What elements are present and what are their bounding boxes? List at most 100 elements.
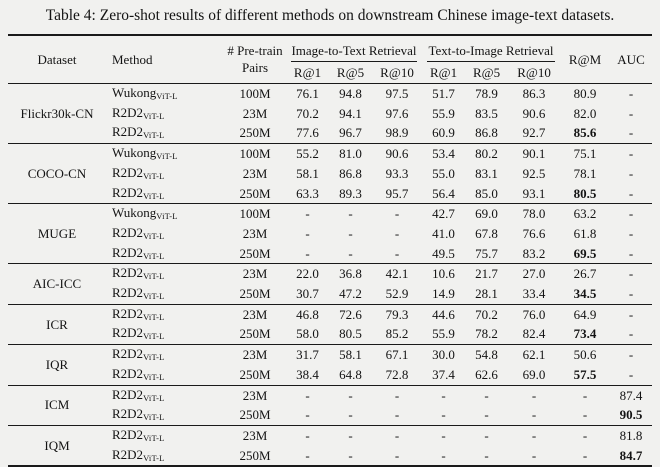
method-name: R2D2ViT-L	[106, 405, 224, 425]
pretrain-line2: Pairs	[242, 59, 268, 75]
table-row: R2D2ViT-L 23M 58.1 86.8 93.3 55.0 83.1 92.5 78.1…	[8, 164, 652, 184]
table-row: R2D2ViT-L 250M - - - 49.5 75.7 83.2 69.5 -	[8, 244, 652, 264]
pretrain-pairs-value: 23M	[242, 165, 268, 181]
method-subscript: ViT-L	[143, 392, 165, 403]
ram-value: 80.9	[573, 86, 597, 101]
pretrain-pairs-value: 250M	[239, 245, 271, 261]
method-subscript: ViT-L	[156, 151, 178, 162]
col-header-pretrain-pairs: # Pre-train Pairs	[224, 35, 286, 84]
method-name: R2D2ViT-L	[106, 164, 224, 184]
retrieval-value: -	[394, 407, 400, 423]
retrieval-value: 81.0	[329, 143, 372, 164]
auc-value: -	[628, 165, 634, 181]
retrieval-value: 42.1	[372, 263, 423, 285]
retrieval-value: 56.4	[432, 185, 455, 201]
dataset-name: ICM	[8, 384, 106, 426]
retrieval-value: -	[286, 424, 329, 446]
retrieval-value: 69.0	[465, 203, 509, 224]
col-header-i2t-r1: R@1	[286, 62, 329, 84]
results-table: Dataset Method # Pre-train Pairs Image-t…	[8, 34, 653, 467]
retrieval-value: -	[508, 384, 561, 406]
retrieval-value: 58.1	[329, 344, 372, 365]
method-subscript: ViT-L	[143, 452, 165, 463]
method-subscript: ViT-L	[143, 170, 165, 181]
method-base: R2D2	[112, 224, 144, 240]
method-name: R2D2ViT-L	[106, 104, 224, 124]
dataset-name: IQR	[8, 344, 106, 386]
ram-value: 63.2	[560, 203, 611, 224]
pretrain-pairs-value: 23M	[224, 303, 286, 325]
retrieval-value: -	[305, 225, 310, 241]
table-row: ICR R2D2ViT-L 23M 46.8 72.6 79.3 44.6 70.2 76.0 6…	[8, 303, 653, 345]
method-base: R2D2	[112, 305, 144, 321]
pretrain-pairs-value: 23M	[224, 424, 286, 446]
method-subscript: ViT-L	[143, 250, 165, 261]
ram-value: 75.1	[560, 143, 611, 164]
method-name: WukongViT-L	[106, 84, 224, 104]
retrieval-value: 79.3	[372, 303, 423, 325]
col-header-t2i-r10: R@10	[508, 62, 561, 84]
retrieval-value: 70.2	[465, 303, 509, 325]
table-row: R2D2ViT-L 23M - - - 41.0 67.8 76.6 61.8 -	[8, 224, 652, 244]
pretrain-pairs-value: 23M	[224, 263, 286, 285]
ram-value: 69.5	[573, 245, 597, 261]
auc-value: -	[610, 203, 653, 224]
col-header-ram: R@M	[560, 35, 611, 84]
retrieval-value: 93.1	[522, 185, 546, 201]
pretrain-pairs-value: 250M	[239, 125, 271, 141]
method-name: R2D2ViT-L	[106, 244, 224, 264]
pretrain-pairs-value: 23M	[224, 344, 286, 365]
retrieval-value: -	[531, 407, 537, 423]
dataset-name: ICR	[8, 303, 106, 345]
retrieval-value: -	[394, 245, 400, 261]
retrieval-value: 90.6	[522, 105, 546, 121]
retrieval-value: 28.1	[475, 286, 498, 302]
pretrain-pairs-value: 250M	[239, 366, 271, 382]
retrieval-value: 67.8	[475, 225, 498, 241]
dataset-name: Flickr30k-CN	[20, 105, 94, 121]
retrieval-value: 30.7	[296, 286, 319, 302]
method-subscript: ViT-L	[156, 211, 178, 222]
retrieval-value: 55.0	[432, 165, 455, 181]
auc-value: -	[610, 263, 653, 285]
retrieval-value: 69.0	[522, 366, 546, 382]
method-name: R2D2ViT-L	[106, 365, 224, 385]
retrieval-value: 55.9	[432, 105, 455, 121]
retrieval-value: 38.4	[296, 366, 319, 382]
retrieval-value: 97.5	[385, 86, 409, 101]
method-base: Wukong	[112, 205, 157, 221]
table-row: IQM R2D2ViT-L 23M - - - - - - -81.8	[8, 424, 653, 467]
retrieval-value: 76.1	[296, 86, 319, 101]
method-base: R2D2	[112, 164, 144, 180]
method-base: R2D2	[112, 184, 144, 200]
pretrain-pairs-value: 100M	[224, 143, 286, 164]
retrieval-value: 49.5	[432, 245, 455, 261]
method-name: R2D2ViT-L	[106, 344, 224, 365]
pretrain-pairs-value: 250M	[239, 407, 271, 423]
retrieval-value: 64.8	[339, 366, 362, 382]
pretrain-line1: # Pre-train	[227, 43, 283, 59]
retrieval-value: 82.4	[522, 326, 546, 342]
method-base: R2D2	[112, 346, 144, 362]
method-subscript: ViT-L	[143, 271, 165, 282]
retrieval-value: 86.8	[475, 125, 498, 141]
col-header-method: Method	[106, 35, 224, 84]
method-base: R2D2	[112, 124, 144, 140]
method-subscript: ViT-L	[143, 331, 165, 342]
method-base: R2D2	[112, 325, 144, 341]
auc-value: -	[628, 225, 634, 241]
retrieval-value: 94.8	[339, 86, 362, 101]
retrieval-value: -	[305, 245, 310, 261]
retrieval-value: 44.6	[422, 303, 466, 325]
auc-value: -	[628, 366, 634, 382]
col-header-i2t-r5: R@5	[329, 62, 372, 84]
retrieval-value: 80.2	[465, 143, 509, 164]
retrieval-value: -	[465, 384, 509, 406]
paper-page: Table 4: Zero-shot results of different …	[8, 7, 653, 467]
retrieval-value: -	[484, 447, 489, 463]
retrieval-value: -	[372, 384, 423, 406]
col-header-dataset: Dataset	[8, 35, 106, 84]
pretrain-pairs-value: 23M	[242, 225, 268, 241]
auc-value: 81.8	[610, 424, 653, 446]
retrieval-value: 72.8	[385, 366, 409, 382]
